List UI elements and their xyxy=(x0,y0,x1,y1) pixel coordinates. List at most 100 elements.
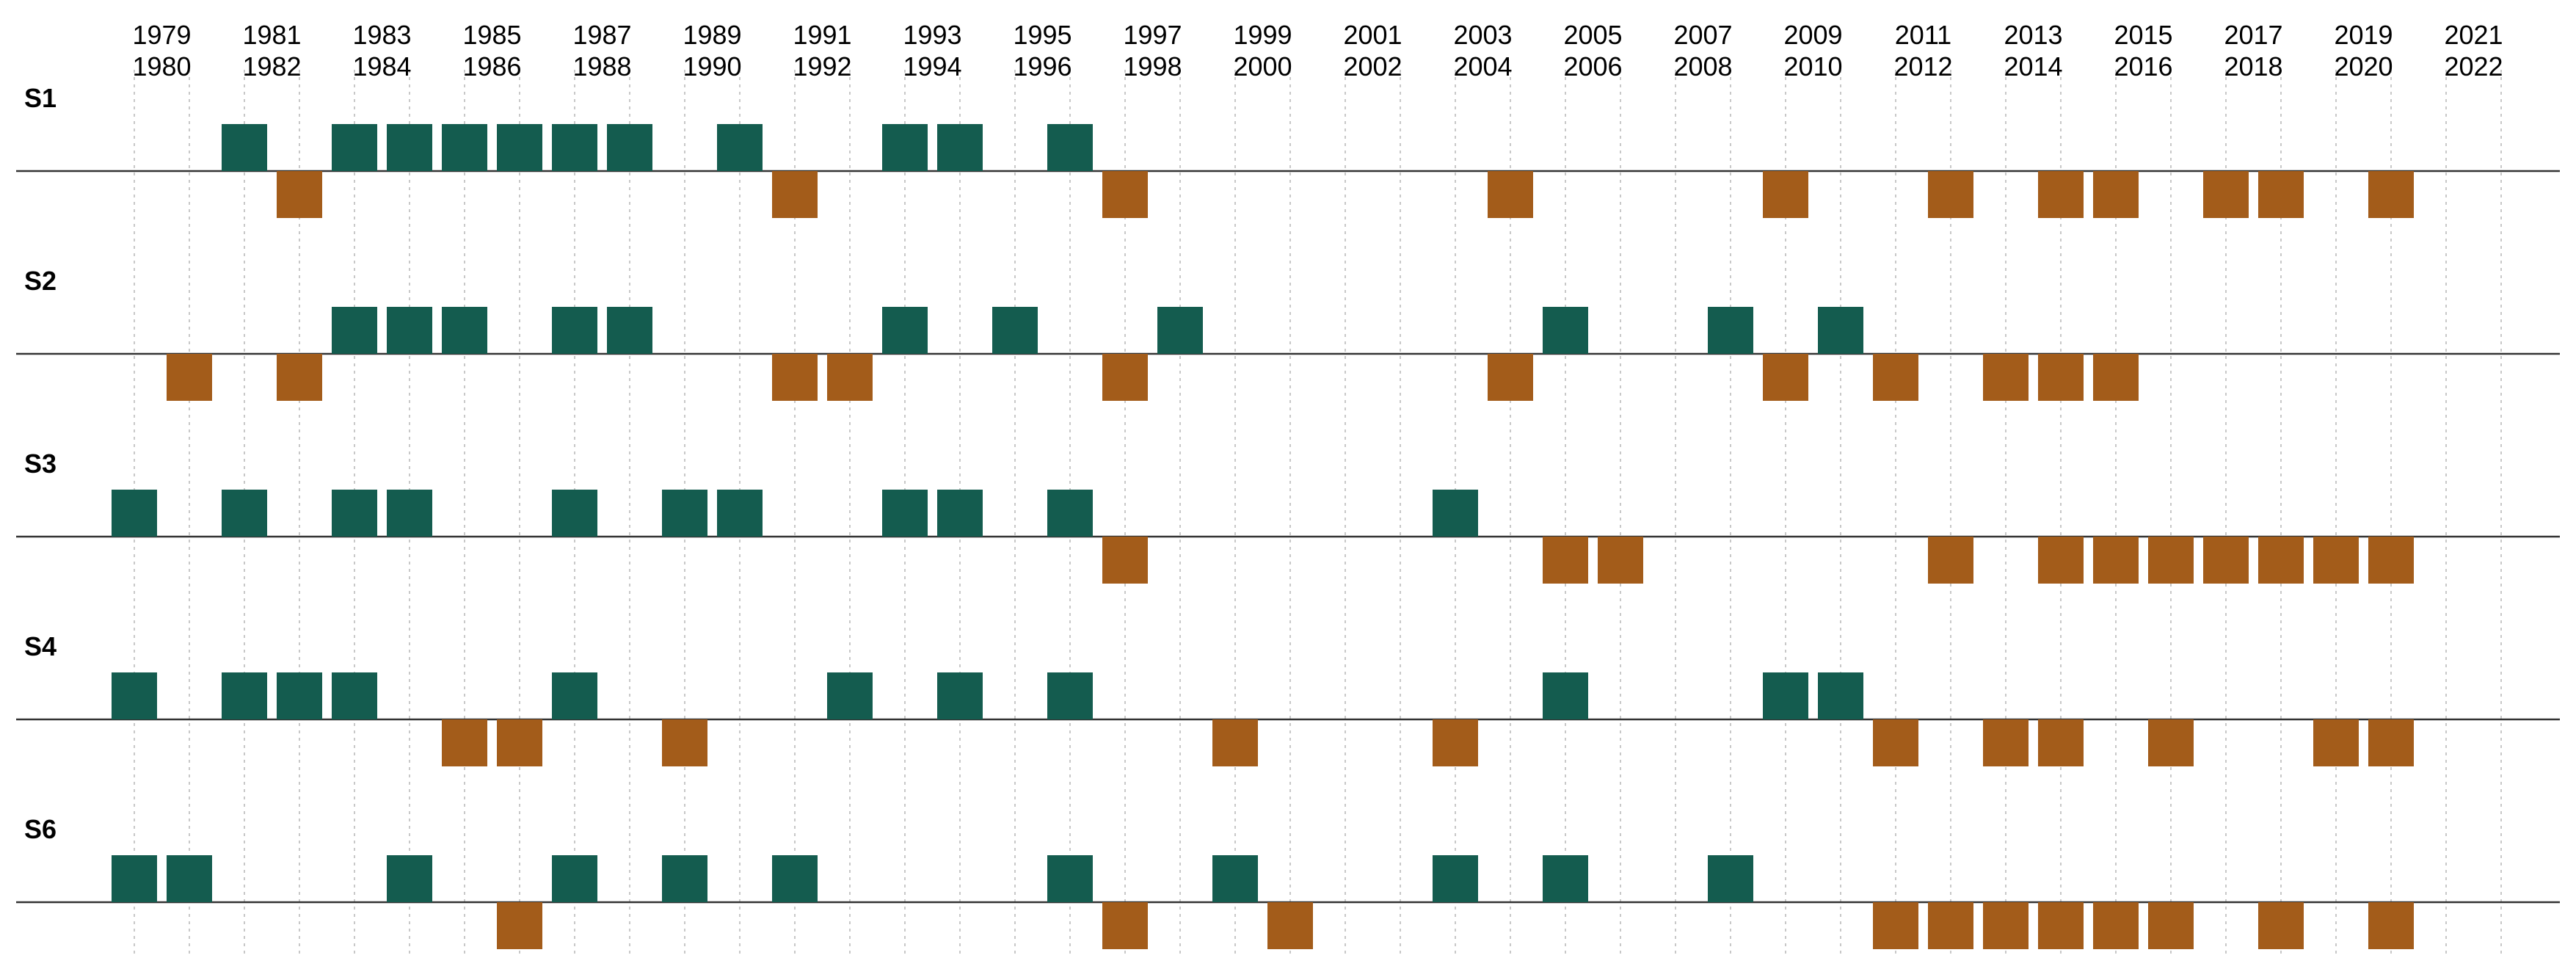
year-label-2004: 2004 xyxy=(1453,51,1512,81)
event-below-s1-2018 xyxy=(2258,171,2304,218)
event-below-s4-2014 xyxy=(2038,719,2084,766)
event-above-s6-1987 xyxy=(552,855,597,902)
event-above-s2-2005 xyxy=(1543,307,1588,354)
year-label-2020: 2020 xyxy=(2334,51,2393,81)
event-below-s4-1999 xyxy=(1212,719,1258,766)
event-below-s4-1985 xyxy=(442,719,487,766)
event-below-s4-1986 xyxy=(497,719,542,766)
event-below-s2-2004 xyxy=(1488,354,1533,401)
event-below-s1-2017 xyxy=(2203,171,2249,218)
event-above-s4-2005 xyxy=(1543,672,1588,719)
event-above-s2-1984 xyxy=(387,307,432,354)
event-below-s6-2000 xyxy=(1267,902,1313,949)
year-label-1987: 1987 xyxy=(572,20,631,50)
row-label-s4: S4 xyxy=(24,631,57,661)
row-s4: S4 xyxy=(16,631,2560,766)
event-above-s6-1979 xyxy=(112,855,157,902)
year-label-2012: 2012 xyxy=(1893,51,1952,81)
event-above-s6-2003 xyxy=(1433,855,1478,902)
row-s3: S3 xyxy=(16,449,2560,584)
year-label-1980: 1980 xyxy=(132,51,191,81)
event-above-s1-1988 xyxy=(607,124,652,171)
event-below-s1-2012 xyxy=(1928,171,1973,218)
event-above-s2-1993 xyxy=(882,307,928,354)
event-above-s1-1990 xyxy=(717,124,763,171)
event-above-s3-1984 xyxy=(387,490,432,537)
year-label-2013: 2013 xyxy=(2004,20,2062,50)
event-above-s3-1993 xyxy=(882,490,928,537)
event-below-s4-2020 xyxy=(2368,719,2414,766)
year-label-2005: 2005 xyxy=(1563,20,1622,50)
event-below-s3-2017 xyxy=(2203,537,2249,584)
year-label-1986: 1986 xyxy=(462,51,521,81)
event-below-s6-2011 xyxy=(1873,902,1918,949)
event-above-s2-2008 xyxy=(1708,307,1753,354)
year-label-1988: 1988 xyxy=(572,51,631,81)
event-above-s4-2010 xyxy=(1818,672,1863,719)
event-below-s4-2016 xyxy=(2148,719,2194,766)
event-above-s6-1999 xyxy=(1212,855,1258,902)
event-below-s3-2016 xyxy=(2148,537,2194,584)
event-below-s3-2015 xyxy=(2093,537,2139,584)
event-above-s6-1984 xyxy=(387,855,432,902)
event-above-s2-1998 xyxy=(1157,307,1203,354)
year-label-1992: 1992 xyxy=(793,51,851,81)
event-below-s1-2014 xyxy=(2038,171,2084,218)
event-above-s4-1996 xyxy=(1047,672,1093,719)
year-label-2018: 2018 xyxy=(2224,51,2282,81)
event-above-s1-1981 xyxy=(222,124,267,171)
event-above-s4-1992 xyxy=(827,672,873,719)
event-above-s3-1987 xyxy=(552,490,597,537)
event-below-s6-2016 xyxy=(2148,902,2194,949)
event-below-s6-1997 xyxy=(1102,902,1148,949)
event-below-s1-2015 xyxy=(2093,171,2139,218)
event-below-s2-1982 xyxy=(277,354,322,401)
event-above-s2-2010 xyxy=(1818,307,1863,354)
event-below-s3-2014 xyxy=(2038,537,2084,584)
event-above-s4-1979 xyxy=(112,672,157,719)
row-label-s2: S2 xyxy=(24,266,57,296)
event-below-s6-2013 xyxy=(1983,902,2029,949)
event-below-s2-2014 xyxy=(2038,354,2084,401)
year-label-2010: 2010 xyxy=(1783,51,1842,81)
event-above-s1-1985 xyxy=(442,124,487,171)
event-above-s1-1996 xyxy=(1047,124,1093,171)
year-label-1981: 1981 xyxy=(242,20,301,50)
event-below-s1-2020 xyxy=(2368,171,2414,218)
event-below-s2-2011 xyxy=(1873,354,1918,401)
event-above-s4-1983 xyxy=(332,672,377,719)
row-s2: S2 xyxy=(16,266,2560,401)
event-above-s6-1991 xyxy=(772,855,818,902)
event-below-s1-2004 xyxy=(1488,171,1533,218)
year-label-2011: 2011 xyxy=(1895,20,1951,50)
year-label-1990: 1990 xyxy=(683,51,741,81)
event-above-s3-1996 xyxy=(1047,490,1093,537)
event-below-s3-2006 xyxy=(1598,537,1643,584)
event-below-s3-2012 xyxy=(1928,537,1973,584)
event-below-s2-1997 xyxy=(1102,354,1148,401)
event-above-s6-2005 xyxy=(1543,855,1588,902)
year-label-2003: 2003 xyxy=(1453,20,1512,50)
event-below-s2-2015 xyxy=(2093,354,2139,401)
event-above-s1-1993 xyxy=(882,124,928,171)
event-above-s2-1988 xyxy=(607,307,652,354)
event-below-s1-1997 xyxy=(1102,171,1148,218)
year-label-2009: 2009 xyxy=(1783,20,1842,50)
event-below-s2-2009 xyxy=(1763,354,1808,401)
event-below-s3-2018 xyxy=(2258,537,2304,584)
event-below-s6-2012 xyxy=(1928,902,1973,949)
event-above-s6-1996 xyxy=(1047,855,1093,902)
year-label-1984: 1984 xyxy=(352,51,411,81)
year-label-2019: 2019 xyxy=(2334,20,2393,50)
event-below-s3-1997 xyxy=(1102,537,1148,584)
event-below-s2-1991 xyxy=(772,354,818,401)
event-below-s1-1991 xyxy=(772,171,818,218)
event-above-s1-1983 xyxy=(332,124,377,171)
event-above-s2-1995 xyxy=(992,307,1038,354)
gridlines xyxy=(134,70,2502,958)
event-above-s1-1986 xyxy=(497,124,542,171)
event-below-s6-2014 xyxy=(2038,902,2084,949)
event-above-s3-1989 xyxy=(662,490,707,537)
